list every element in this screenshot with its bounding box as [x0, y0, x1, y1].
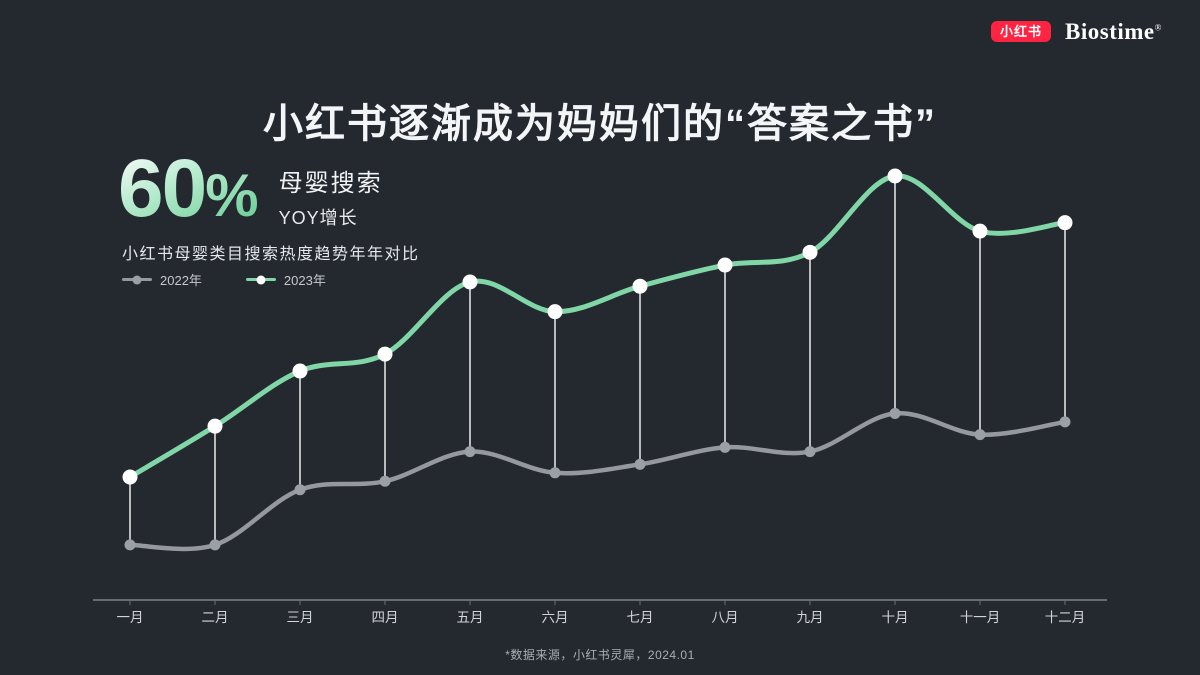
data-point-2022年	[974, 429, 986, 441]
series-line-2022年	[127, 411, 1068, 552]
x-axis-label: 七月	[627, 610, 654, 625]
x-axis-label: 十月	[882, 610, 909, 625]
data-point-2022年	[889, 407, 901, 419]
data-point-2022年	[1059, 416, 1071, 428]
data-point-2023年	[717, 257, 733, 273]
brand-logos: 小红书 Biostime®	[991, 20, 1162, 43]
stat-labels: 母婴搜索 YOY增长	[279, 163, 383, 230]
x-axis-label: 五月	[457, 610, 484, 625]
x-axis-label: 一月	[117, 610, 144, 625]
x-axis-label: 四月	[372, 610, 399, 625]
data-point-2022年	[719, 441, 731, 453]
data-point-2022年	[634, 458, 646, 470]
data-point-2022年	[804, 446, 816, 458]
legend-item-2022年: 2022年	[122, 270, 202, 289]
data-point-2023年	[122, 469, 138, 485]
data-point-2022年	[549, 467, 561, 479]
chart-subtitle: 小红书母婴类目搜索热度趋势年年对比	[122, 246, 420, 263]
data-point-2023年	[972, 223, 988, 239]
data-point-2023年	[377, 346, 393, 362]
legend-dot	[256, 275, 266, 284]
data-point-2022年	[209, 539, 221, 551]
biostime-logo: Biostime®	[1065, 20, 1162, 43]
source-note: *数据来源，小红书灵犀，2024.01	[505, 648, 695, 662]
legend-swatch	[245, 275, 276, 284]
data-point-2023年	[887, 168, 903, 184]
data-point-2022年	[294, 484, 306, 496]
x-axis-label: 三月	[287, 610, 314, 625]
x-axis-label: 十二月	[1045, 610, 1086, 625]
page-title: 小红书逐渐成为妈妈们的“答案之书”	[263, 101, 937, 146]
data-point-2023年	[547, 304, 563, 320]
stat-block: 60% 母婴搜索 YOY增长	[118, 150, 383, 230]
x-axis-label: 八月	[712, 610, 739, 625]
data-point-2023年	[802, 244, 818, 260]
xiaohongshu-logo: 小红书	[991, 21, 1052, 42]
data-point-2023年	[462, 274, 478, 290]
data-point-2023年	[292, 363, 308, 379]
data-point-2022年	[464, 446, 476, 458]
data-point-2023年	[207, 418, 223, 434]
data-point-2023年	[1057, 215, 1073, 231]
series-line-2023年	[127, 173, 1068, 480]
data-point-2022年	[124, 539, 136, 551]
legend-label: 2023年	[283, 273, 326, 288]
data-point-2023年	[632, 278, 648, 294]
x-axis-label: 六月	[542, 610, 569, 625]
legend-item-2023年: 2023年	[245, 270, 326, 289]
legend-label: 2022年	[160, 273, 202, 288]
chart-legend: 2022年 2023年	[122, 270, 326, 289]
x-axis-label: 十一月	[960, 610, 1001, 625]
registered-trademark-icon: ®	[1154, 22, 1162, 33]
stat-label-line1: 母婴搜索	[278, 170, 383, 197]
x-axis-label: 二月	[202, 610, 229, 625]
stat-label-line2: YOY增长	[278, 208, 358, 228]
legend-swatch	[122, 275, 152, 284]
biostime-wordmark: Biostime	[1065, 19, 1155, 44]
data-point-2022年	[379, 475, 391, 487]
line-chart: 一月 二月 三月 四月 五月 六月 七月 八月 九月 十月 十一月 十二月	[93, 168, 1107, 625]
legend-dot	[132, 275, 142, 284]
x-axis-label: 九月	[797, 610, 824, 625]
